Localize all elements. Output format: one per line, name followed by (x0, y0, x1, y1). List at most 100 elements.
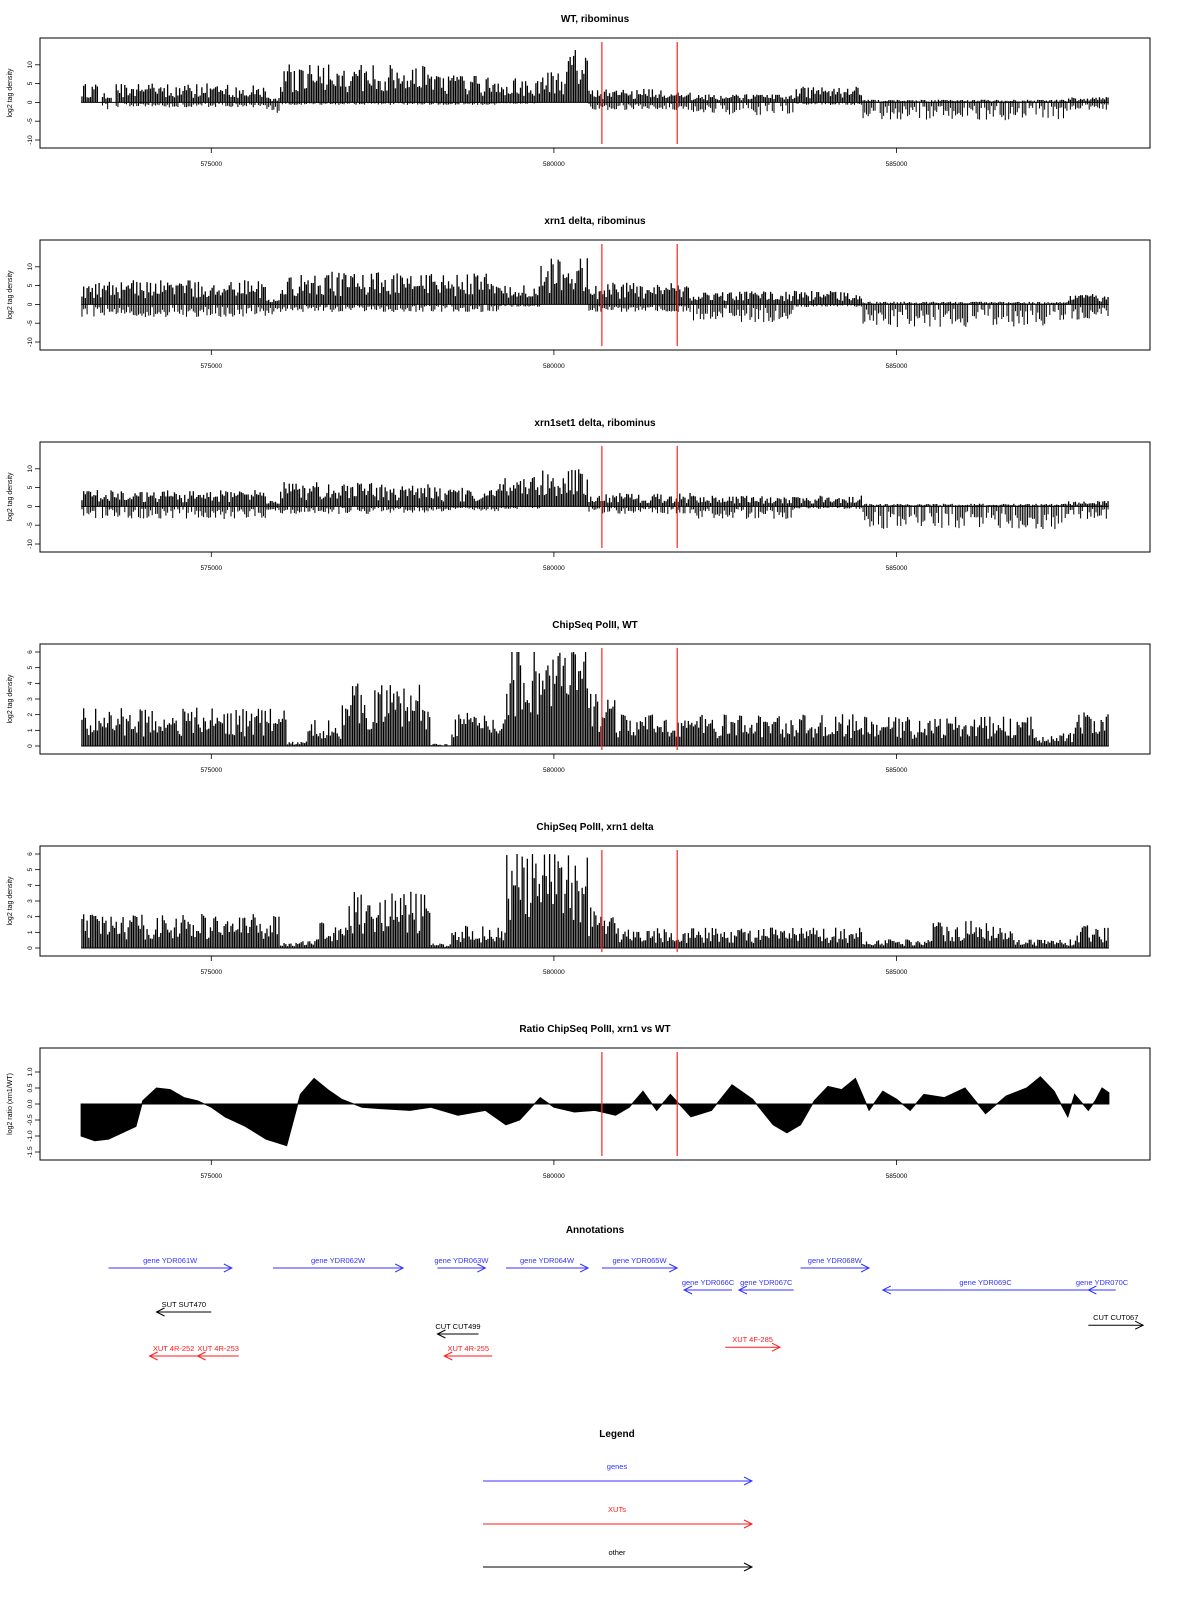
y-tick-label: 0 (27, 302, 34, 306)
x-tick-label: 575000 (200, 363, 222, 370)
y-tick-label: 0 (27, 504, 34, 508)
x-tick-label: 575000 (200, 969, 222, 976)
chart-panel-2 (35, 239, 1151, 355)
feature-arrow-head (1134, 1320, 1145, 1330)
x-tick-label: 580000 (543, 767, 565, 774)
y-tick-label: 10 (27, 61, 34, 69)
x-tick-label: 585000 (886, 969, 908, 976)
y-tick-label: 2 (27, 712, 34, 716)
feature-arrow-head (1087, 1285, 1097, 1295)
feature-label: gene YDR062W (311, 1256, 366, 1265)
y-axis-label: log2 tag density (7, 876, 14, 926)
y-tick-label: -5 (27, 320, 34, 326)
chart-title: WT, ribominus (561, 14, 630, 25)
y-tick-label: 5 (27, 867, 34, 871)
feature-arrow-head (737, 1285, 748, 1295)
x-tick-label: 585000 (886, 1173, 908, 1180)
feature-label: XUT 4R-255 (447, 1344, 489, 1353)
chart-title: xrn1 delta, ribominus (544, 216, 646, 227)
feature-arrow-head (443, 1351, 453, 1361)
y-tick-label: 0.5 (27, 1083, 34, 1092)
feature-label: gene YDR067C (740, 1278, 793, 1287)
y-tick-label: -5 (27, 522, 34, 528)
legend-label: XUTs (608, 1505, 626, 1514)
x-tick-label: 580000 (543, 969, 565, 976)
plot-frame (39, 441, 1151, 553)
feature-label: gene YDR065W (613, 1256, 668, 1265)
legend-arrow-head (743, 1476, 754, 1486)
feature-label: XUT 4R-252 (153, 1344, 195, 1353)
x-tick-label: 575000 (200, 767, 222, 774)
feature-label: XUT 4R-253 (197, 1344, 239, 1353)
legend-label: other (608, 1548, 626, 1557)
feature-label: XUT 4F-285 (732, 1335, 773, 1344)
plot-frame (39, 37, 1151, 149)
legend-arrow-head (743, 1562, 754, 1572)
y-tick-label: 0 (27, 744, 34, 748)
feature-arrow-head (579, 1263, 590, 1273)
feature-arrow-head (860, 1263, 871, 1273)
feature-label: gene YDR063W (434, 1256, 489, 1265)
y-tick-label: -1.0 (27, 1130, 34, 1142)
y-axis-label: log2 tag density (7, 472, 14, 522)
x-tick-label: 575000 (200, 1173, 222, 1180)
plot-frame (39, 239, 1151, 351)
y-axis-label: log2 ratio (xrn1/WT) (7, 1073, 14, 1135)
y-tick-label: 5 (27, 81, 34, 85)
feature-label: gene YDR066C (682, 1278, 735, 1287)
x-tick-label: 575000 (200, 565, 222, 572)
feature-arrow-head (668, 1263, 679, 1273)
x-tick-label: 585000 (886, 363, 908, 370)
y-tick-label: 4 (27, 681, 34, 685)
feature-label: gene YDR061W (143, 1256, 198, 1265)
y-tick-label: 1 (27, 930, 34, 934)
chart-title: ChipSeq PolII, WT (552, 620, 638, 631)
x-tick-label: 585000 (886, 161, 908, 168)
feature-label: gene YDR064W (520, 1256, 575, 1265)
chart-title: xrn1set1 delta, ribominus (534, 418, 656, 429)
chart-panel-3 (35, 441, 1151, 557)
feature-arrow-head (477, 1263, 487, 1273)
y-tick-label: 10 (27, 465, 34, 473)
legend-title: Legend (599, 1429, 635, 1440)
y-tick-label: 4 (27, 883, 34, 887)
chart-title: Ratio ChipSeq PolII, xrn1 vs WT (519, 1024, 670, 1035)
feature-arrow-head (771, 1342, 782, 1352)
y-tick-label: -5 (27, 118, 34, 124)
x-tick-label: 580000 (543, 1173, 565, 1180)
annotations-title: Annotations (566, 1225, 625, 1236)
y-tick-label: -10 (27, 539, 34, 549)
legend-arrow-head (743, 1519, 754, 1529)
y-tick-label: -10 (27, 135, 34, 145)
chart-panel-6 (35, 1047, 1151, 1165)
feature-arrow-head (436, 1329, 446, 1339)
y-tick-label: 3 (27, 899, 34, 903)
feature-label: gene YDR068W (808, 1256, 863, 1265)
x-tick-label: 580000 (543, 363, 565, 370)
feature-arrow-head (223, 1263, 233, 1273)
y-tick-label: 1 (27, 728, 34, 732)
x-tick-label: 580000 (543, 565, 565, 572)
y-tick-label: 0 (27, 100, 34, 104)
ratio-area (80, 1076, 1110, 1147)
y-tick-label: 2 (27, 914, 34, 918)
chart-panel-4 (35, 643, 1151, 759)
feature-arrow-head (155, 1307, 165, 1317)
feature-arrow-head (148, 1351, 158, 1361)
x-tick-label: 585000 (886, 767, 908, 774)
feature-label: gene YDR070C (1076, 1278, 1129, 1287)
chart-panel-1 (35, 37, 1151, 153)
feature-arrow-head (881, 1285, 892, 1295)
y-tick-label: 0 (27, 946, 34, 950)
y-tick-label: 6 (27, 852, 34, 856)
x-tick-label: 580000 (543, 161, 565, 168)
y-tick-label: 10 (27, 263, 34, 271)
feature-label: SUT SUT470 (162, 1300, 206, 1309)
chart-panel-5 (35, 845, 1151, 961)
feature-label: CUT CUT499 (435, 1322, 480, 1331)
chart-title: ChipSeq PolII, xrn1 delta (536, 822, 654, 833)
y-tick-label: 6 (27, 650, 34, 654)
x-tick-label: 575000 (200, 161, 222, 168)
feature-arrow-head (394, 1263, 405, 1273)
y-axis-label: log2 tag density (7, 68, 14, 118)
